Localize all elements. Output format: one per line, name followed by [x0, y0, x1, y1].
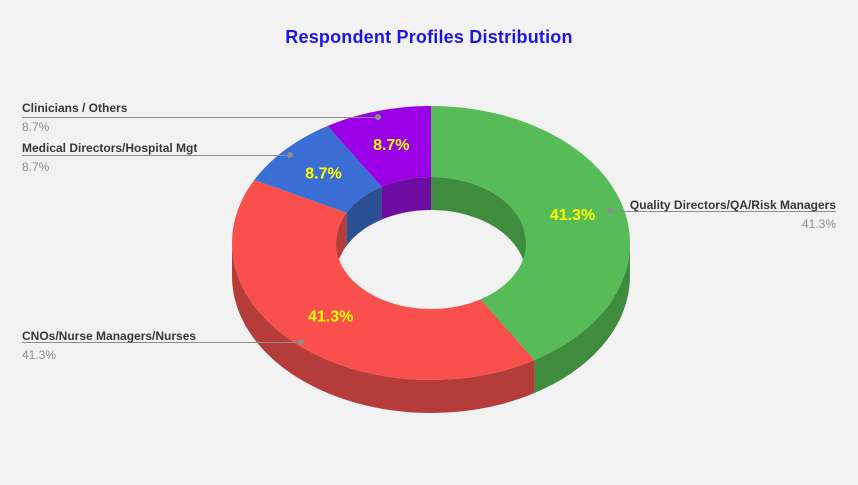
- donut-inner-wall-quality-directors-qa-risk-managers[interactable]: [431, 177, 526, 276]
- slice-value-label-medical-directors-hospital-mgt: 8.7%: [305, 165, 341, 182]
- slice-value-label-quality-directors-qa-risk-managers: 41.3%: [550, 207, 595, 224]
- callout-label: Clinicians / Others: [22, 101, 128, 115]
- callout-value: 8.7%: [22, 160, 50, 174]
- leader-line-quality-directors: [607, 208, 836, 214]
- leader-dot: [607, 208, 613, 214]
- leader-dot: [298, 339, 304, 345]
- callout-value: 41.3%: [22, 348, 57, 362]
- callout-label: Medical Directors/Hospital Mgt: [22, 141, 198, 155]
- callout-cnos-nurses: CNOs/Nurse Managers/Nurses 41.3%: [22, 329, 196, 362]
- leader-dot: [287, 152, 293, 158]
- donut-outer-wall-quality-directors-qa-risk-managers[interactable]: [534, 243, 630, 393]
- leader-line-medical-directors: [22, 152, 293, 158]
- slice-value-label-clinicians-others: 8.7%: [373, 137, 409, 154]
- donut-inner-wall-medical-directors-hospital-mgt[interactable]: [346, 186, 382, 246]
- callout-clinicians-others: Clinicians / Others 8.7%: [22, 101, 127, 134]
- chart-title: Respondent Profiles Distribution: [285, 27, 573, 47]
- slice-value-label-cnos-nurse-managers-nurses: 41.3%: [308, 309, 353, 326]
- leader-dot: [375, 114, 381, 120]
- donut-inner-wall-clinicians-others[interactable]: [381, 177, 431, 220]
- callout-label: Quality Directors/QA/Risk Managers: [629, 198, 836, 212]
- donut-slice-cnos-nurse-managers-nurses[interactable]: [232, 180, 535, 380]
- leader-line-clinicians-others: [22, 114, 381, 120]
- donut-slice-clinicians-others[interactable]: [327, 106, 431, 187]
- callout-value: 41.3%: [801, 217, 836, 231]
- donut-slice-quality-directors-qa-risk-managers[interactable]: [431, 106, 630, 360]
- callout-value: 8.7%: [22, 120, 50, 134]
- donut-outer-wall-cnos-nurse-managers-nurses[interactable]: [232, 243, 535, 413]
- callout-quality-directors: Quality Directors/QA/Risk Managers 41.3%: [630, 198, 836, 231]
- callout-label: CNOs/Nurse Managers/Nurses: [22, 329, 197, 343]
- callout-medical-directors: Medical Directors/Hospital Mgt 8.7%: [22, 141, 197, 174]
- donut-slice-medical-directors-hospital-mgt[interactable]: [254, 126, 382, 213]
- leader-line-cnos-nurses: [22, 339, 304, 345]
